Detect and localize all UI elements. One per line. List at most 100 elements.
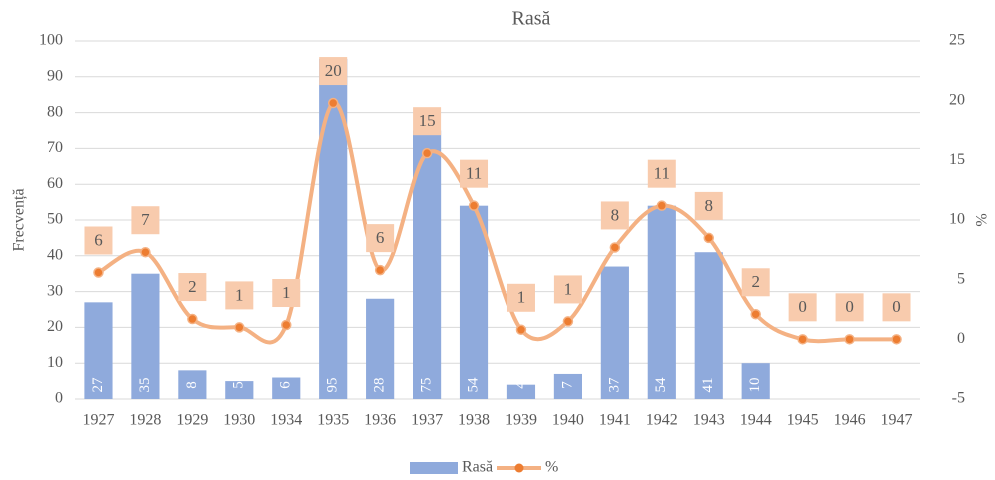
legend-swatch	[410, 462, 458, 474]
bar-value-label: 28	[372, 378, 388, 393]
line-marker	[562, 316, 574, 327]
line-value-label: 6	[376, 228, 385, 247]
x-tick-label: 1937	[411, 412, 443, 429]
x-tick-label: 1927	[82, 412, 114, 429]
y-tick-label: 80	[47, 103, 63, 120]
bar-value-label: 75	[419, 378, 435, 393]
bar	[600, 266, 629, 399]
x-tick-label: 1930	[223, 412, 255, 429]
data-label-box	[506, 283, 535, 312]
line-marker	[234, 322, 245, 333]
line-marker	[609, 242, 621, 253]
line-marker	[140, 246, 151, 258]
y-tick-label: 70	[47, 139, 63, 156]
y-tick-label: 20	[47, 318, 63, 335]
x-tick-label: 1942	[646, 412, 678, 429]
line-value-label: 1	[564, 279, 573, 298]
bar-value-label: 6	[278, 381, 294, 389]
bar	[694, 252, 723, 399]
y2-tick-label: 10	[949, 211, 965, 228]
line-marker	[844, 334, 855, 345]
y-tick-label: 100	[39, 32, 63, 49]
bar	[272, 377, 301, 399]
line-value-label: 1	[282, 283, 291, 302]
y2-tick-label: 5	[957, 270, 965, 287]
y-axis-label: Frecvență	[11, 188, 28, 251]
y-tick-label: 90	[47, 67, 63, 84]
bar	[459, 205, 489, 399]
line-value-label: 0	[798, 297, 807, 316]
line-value-label: 11	[466, 164, 482, 183]
bar-value-label: 27	[90, 377, 106, 393]
line-value-label: 20	[325, 61, 342, 80]
bar	[647, 205, 676, 399]
line-marker	[187, 313, 198, 325]
data-label-box	[553, 275, 582, 304]
x-tick-label: 1945	[787, 412, 819, 429]
x-tick-label: 1935	[317, 412, 349, 429]
bar-value-label: 7	[559, 381, 575, 389]
bar	[84, 302, 113, 399]
bar-value-label: 37	[606, 377, 622, 393]
line-marker	[750, 309, 761, 320]
bar-value-label: 54	[653, 377, 669, 393]
x-tick-label: 1938	[458, 412, 490, 429]
line-value-label: 11	[654, 164, 670, 183]
line-marker	[797, 334, 808, 345]
y-tick-label: 30	[47, 282, 63, 299]
data-label-box	[178, 273, 207, 302]
y2-tick-label: 0	[957, 330, 965, 347]
bar-value-label: 95	[325, 378, 341, 393]
data-label-box	[882, 293, 911, 322]
x-tick-label: 1946	[834, 412, 866, 429]
x-tick-label: 1947	[881, 412, 913, 429]
x-tick-label: 1934	[270, 412, 302, 429]
line-marker	[515, 324, 527, 336]
bar	[131, 273, 160, 399]
line-value-label: 0	[892, 297, 901, 316]
data-label-box	[225, 281, 254, 310]
legend-label: %	[545, 459, 558, 476]
line-value-label: 8	[705, 196, 714, 215]
line-marker	[421, 147, 433, 159]
line-marker	[281, 319, 292, 331]
bar-value-label: 8	[184, 381, 200, 389]
legend-marker	[514, 463, 524, 473]
line-marker	[374, 264, 386, 276]
x-tick-label: 1929	[176, 412, 208, 429]
data-label-box	[413, 107, 442, 136]
line-value-label: 7	[141, 210, 150, 229]
line-marker	[468, 200, 480, 211]
y-tick-label: 10	[47, 354, 63, 371]
data-label-box	[319, 57, 348, 86]
data-label-box	[460, 159, 489, 188]
line-marker	[703, 232, 714, 244]
y-tick-label: 40	[47, 246, 63, 263]
bar	[225, 381, 254, 399]
bar-value-label: 41	[700, 378, 716, 393]
data-label-box	[366, 224, 395, 253]
bar	[178, 370, 207, 399]
y2-tick-label: -5	[952, 390, 965, 407]
line-marker	[891, 334, 902, 345]
line-marker	[656, 200, 668, 211]
y2-axis-label: %	[974, 213, 991, 226]
bar	[741, 363, 770, 399]
bar	[366, 298, 395, 399]
data-label-box	[741, 268, 770, 297]
y2-tick-label: 15	[949, 151, 965, 168]
y2-tick-label: 25	[949, 32, 965, 49]
line-marker	[327, 97, 339, 109]
bar	[319, 58, 348, 400]
x-tick-label: 1928	[129, 412, 161, 429]
x-tick-label: 1940	[552, 412, 584, 429]
x-tick-label: 1939	[505, 412, 537, 429]
y-tick-label: 60	[47, 175, 63, 192]
bar-value-label: 54	[465, 377, 481, 393]
y-tick-label: 50	[47, 211, 63, 228]
chart-title: Rasă	[512, 8, 551, 30]
bar	[553, 373, 582, 399]
line-value-label: 0	[845, 297, 854, 316]
line-value-label: 1	[517, 288, 526, 307]
